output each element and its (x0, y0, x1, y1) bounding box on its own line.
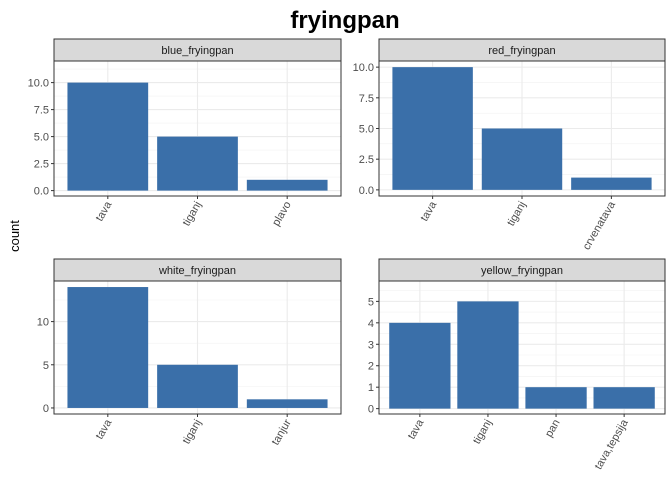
y-tick-label: 3 (368, 339, 374, 351)
bar (571, 177, 652, 190)
panel-border (53, 280, 342, 415)
facet-panel: red_fryingpan 0.0 2.5 5.0 7.5 10.0 tava tiganj c… (353, 38, 666, 252)
x-tick-label: tiganj (471, 418, 495, 447)
y-tick-label: 10.0 (28, 78, 49, 90)
y-tick-label: 0.0 (34, 186, 49, 198)
facet-strip-label: yellow_fryingpan (481, 265, 563, 277)
bar (481, 128, 563, 190)
x-tick-label: tava (418, 199, 439, 224)
y-tick-label: 5.0 (359, 124, 374, 136)
panel-border (378, 60, 666, 197)
y-axis-title: count (7, 220, 22, 252)
bar (157, 364, 238, 408)
y-tick-label: 7.5 (34, 105, 49, 117)
bar (246, 179, 328, 191)
y-tick-label: 2.5 (359, 154, 374, 166)
bar (157, 136, 238, 191)
y-tick-label: 10 (37, 317, 49, 329)
x-tick-label: tava,tepsija (593, 417, 632, 472)
bar (525, 387, 587, 409)
y-tick-label: 2 (368, 361, 374, 373)
y-tick-label: 10.0 (353, 62, 374, 74)
panel-border (378, 280, 666, 415)
x-tick-label: plavo (270, 200, 294, 229)
y-tick-label: 5 (43, 360, 49, 372)
facet-strip-label: blue_fryingpan (161, 45, 233, 57)
bar (392, 67, 473, 190)
bar (389, 322, 451, 409)
facet-panel: white_fryingpan 0 5 10 tava tiganj tanjur (37, 258, 342, 447)
facet-panel: blue_fryingpan 0.0 2.5 5.0 7.5 10.0 tava tiganj… (28, 38, 342, 229)
y-tick-label: 0 (368, 404, 374, 416)
y-tick-label: 0.0 (359, 185, 374, 197)
y-tick-label: 5.0 (34, 132, 49, 144)
x-tick-label: tava (406, 417, 427, 442)
bar (67, 287, 149, 408)
facet-strip-label: white_fryingpan (158, 265, 236, 277)
bar (67, 82, 149, 191)
y-tick-label: 1 (368, 382, 374, 394)
x-tick-label: tanjur (270, 417, 294, 447)
facet-strip-label: red_fryingpan (488, 45, 555, 57)
x-tick-label: pan (543, 418, 563, 440)
panel-border (53, 60, 342, 197)
y-tick-label: 0 (43, 403, 49, 415)
chart-title: fryingpan (290, 7, 399, 34)
y-tick-label: 4 (368, 318, 374, 330)
x-tick-label: tava (94, 417, 115, 442)
y-tick-label: 2.5 (34, 159, 49, 171)
x-tick-label: tava (94, 199, 115, 224)
y-tick-label: 5 (368, 296, 374, 308)
x-tick-label: tiganj (505, 200, 529, 229)
x-tick-label: tiganj (181, 200, 205, 229)
x-tick-label: crvenatava (581, 199, 619, 252)
y-tick-label: 7.5 (359, 93, 374, 105)
facet-panel: yellow_fryingpan 0 1 2 3 4 5 tava tiganj pan tava,… (368, 258, 666, 472)
bar (457, 301, 519, 409)
bar (593, 387, 655, 409)
x-tick-label: tiganj (181, 418, 205, 447)
bar (246, 399, 328, 408)
